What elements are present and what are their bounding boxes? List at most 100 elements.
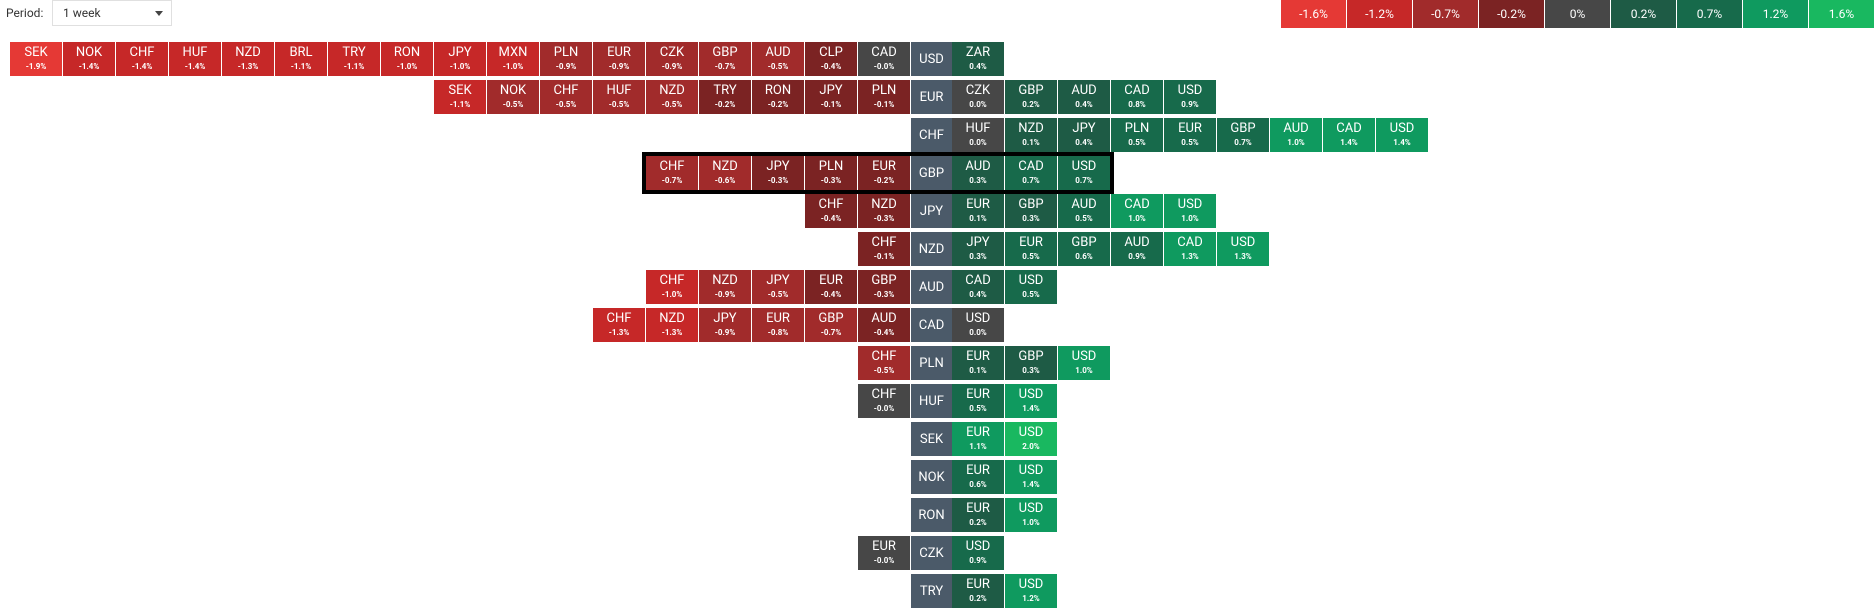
pair-cell[interactable]: EUR 1.1%: [952, 422, 1005, 456]
pair-cell[interactable]: USD 1.4%: [1005, 384, 1058, 418]
pair-cell[interactable]: RON -0.2%: [752, 80, 805, 114]
pair-cell[interactable]: SEK -1.9%: [10, 42, 63, 76]
base-currency[interactable]: NZD: [911, 232, 952, 266]
pair-cell[interactable]: USD 1.2%: [1005, 574, 1058, 608]
pair-cell[interactable]: EUR -0.8%: [752, 308, 805, 342]
pair-cell[interactable]: PLN -0.3%: [805, 156, 858, 190]
base-currency[interactable]: JPY: [911, 194, 952, 228]
pair-cell[interactable]: GBP 0.2%: [1005, 80, 1058, 114]
pair-cell[interactable]: CHF -0.1%: [858, 232, 911, 266]
pair-cell[interactable]: CAD 1.4%: [1323, 118, 1376, 152]
pair-cell[interactable]: JPY -0.1%: [805, 80, 858, 114]
pair-cell[interactable]: SEK -1.1%: [434, 80, 487, 114]
pair-cell[interactable]: HUF -0.5%: [593, 80, 646, 114]
pair-cell[interactable]: HUF -1.4%: [169, 42, 222, 76]
pair-cell[interactable]: EUR 0.5%: [1164, 118, 1217, 152]
pair-cell[interactable]: NOK -0.5%: [487, 80, 540, 114]
pair-cell[interactable]: GBP -0.7%: [699, 42, 752, 76]
pair-cell[interactable]: CAD 1.3%: [1164, 232, 1217, 266]
pair-cell[interactable]: RON -1.0%: [381, 42, 434, 76]
pair-cell[interactable]: USD 2.0%: [1005, 422, 1058, 456]
pair-cell[interactable]: USD 0.0%: [952, 308, 1005, 342]
pair-cell[interactable]: MXN -1.0%: [487, 42, 540, 76]
pair-cell[interactable]: PLN -0.1%: [858, 80, 911, 114]
pair-cell[interactable]: EUR 0.1%: [952, 346, 1005, 380]
pair-cell[interactable]: EUR 0.2%: [952, 498, 1005, 532]
pair-cell[interactable]: ZAR 0.4%: [952, 42, 1005, 76]
pair-cell[interactable]: USD 0.5%: [1005, 270, 1058, 304]
base-currency[interactable]: EUR: [911, 80, 952, 114]
pair-cell[interactable]: NZD -0.6%: [699, 156, 752, 190]
base-currency[interactable]: CZK: [911, 536, 952, 570]
pair-cell[interactable]: USD 0.9%: [1164, 80, 1217, 114]
base-currency[interactable]: RON: [911, 498, 952, 532]
pair-cell[interactable]: CHF -0.7%: [646, 156, 699, 190]
pair-cell[interactable]: CAD 0.7%: [1005, 156, 1058, 190]
pair-cell[interactable]: USD 1.4%: [1376, 118, 1429, 152]
pair-cell[interactable]: CHF -1.3%: [593, 308, 646, 342]
pair-cell[interactable]: JPY 0.3%: [952, 232, 1005, 266]
pair-cell[interactable]: PLN -0.9%: [540, 42, 593, 76]
pair-cell[interactable]: CHF -0.4%: [805, 194, 858, 228]
pair-cell[interactable]: CHF -1.0%: [646, 270, 699, 304]
base-currency[interactable]: USD: [911, 42, 952, 76]
pair-cell[interactable]: EUR 0.2%: [952, 574, 1005, 608]
base-currency[interactable]: SEK: [911, 422, 952, 456]
pair-cell[interactable]: NZD -0.9%: [699, 270, 752, 304]
pair-cell[interactable]: GBP 0.3%: [1005, 194, 1058, 228]
pair-cell[interactable]: NOK -1.4%: [63, 42, 116, 76]
pair-cell[interactable]: AUD 0.3%: [952, 156, 1005, 190]
pair-cell[interactable]: NZD -1.3%: [222, 42, 275, 76]
pair-cell[interactable]: EUR 0.6%: [952, 460, 1005, 494]
pair-cell[interactable]: CAD 1.0%: [1111, 194, 1164, 228]
pair-cell[interactable]: GBP 0.6%: [1058, 232, 1111, 266]
pair-cell[interactable]: CHF -0.5%: [540, 80, 593, 114]
pair-cell[interactable]: AUD 1.0%: [1270, 118, 1323, 152]
base-currency[interactable]: NOK: [911, 460, 952, 494]
pair-cell[interactable]: USD 0.9%: [952, 536, 1005, 570]
period-select[interactable]: 1 week: [52, 0, 172, 26]
pair-cell[interactable]: USD 1.3%: [1217, 232, 1270, 266]
pair-cell[interactable]: TRY -0.2%: [699, 80, 752, 114]
pair-cell[interactable]: EUR -0.9%: [593, 42, 646, 76]
base-currency[interactable]: HUF: [911, 384, 952, 418]
pair-cell[interactable]: AUD 0.5%: [1058, 194, 1111, 228]
pair-cell[interactable]: NZD -0.3%: [858, 194, 911, 228]
pair-cell[interactable]: GBP -0.7%: [805, 308, 858, 342]
pair-cell[interactable]: AUD -0.4%: [858, 308, 911, 342]
pair-cell[interactable]: JPY -1.0%: [434, 42, 487, 76]
pair-cell[interactable]: BRL -1.1%: [275, 42, 328, 76]
pair-cell[interactable]: GBP 0.3%: [1005, 346, 1058, 380]
pair-cell[interactable]: EUR 0.5%: [952, 384, 1005, 418]
pair-cell[interactable]: PLN 0.5%: [1111, 118, 1164, 152]
base-currency[interactable]: CAD: [911, 308, 952, 342]
pair-cell[interactable]: AUD 0.4%: [1058, 80, 1111, 114]
pair-cell[interactable]: NZD 0.1%: [1005, 118, 1058, 152]
pair-cell[interactable]: HUF 0.0%: [952, 118, 1005, 152]
pair-cell[interactable]: CHF -0.5%: [858, 346, 911, 380]
pair-cell[interactable]: CAD 0.8%: [1111, 80, 1164, 114]
pair-cell[interactable]: CLP -0.4%: [805, 42, 858, 76]
pair-cell[interactable]: GBP -0.3%: [858, 270, 911, 304]
base-currency[interactable]: CHF: [911, 118, 952, 152]
pair-cell[interactable]: JPY -0.5%: [752, 270, 805, 304]
pair-cell[interactable]: JPY -0.9%: [699, 308, 752, 342]
pair-cell[interactable]: USD 1.0%: [1005, 498, 1058, 532]
pair-cell[interactable]: NZD -1.3%: [646, 308, 699, 342]
base-currency[interactable]: GBP: [911, 156, 952, 190]
pair-cell[interactable]: AUD -0.5%: [752, 42, 805, 76]
base-currency[interactable]: AUD: [911, 270, 952, 304]
pair-cell[interactable]: CHF -0.0%: [858, 384, 911, 418]
pair-cell[interactable]: USD 1.0%: [1058, 346, 1111, 380]
pair-cell[interactable]: USD 1.4%: [1005, 460, 1058, 494]
pair-cell[interactable]: EUR -0.0%: [858, 536, 911, 570]
pair-cell[interactable]: CZK 0.0%: [952, 80, 1005, 114]
base-currency[interactable]: TRY: [911, 574, 952, 608]
pair-cell[interactable]: CZK -0.9%: [646, 42, 699, 76]
pair-cell[interactable]: CAD 0.4%: [952, 270, 1005, 304]
pair-cell[interactable]: JPY -0.3%: [752, 156, 805, 190]
pair-cell[interactable]: EUR 0.1%: [952, 194, 1005, 228]
pair-cell[interactable]: JPY 0.4%: [1058, 118, 1111, 152]
pair-cell[interactable]: CAD -0.0%: [858, 42, 911, 76]
pair-cell[interactable]: EUR -0.4%: [805, 270, 858, 304]
